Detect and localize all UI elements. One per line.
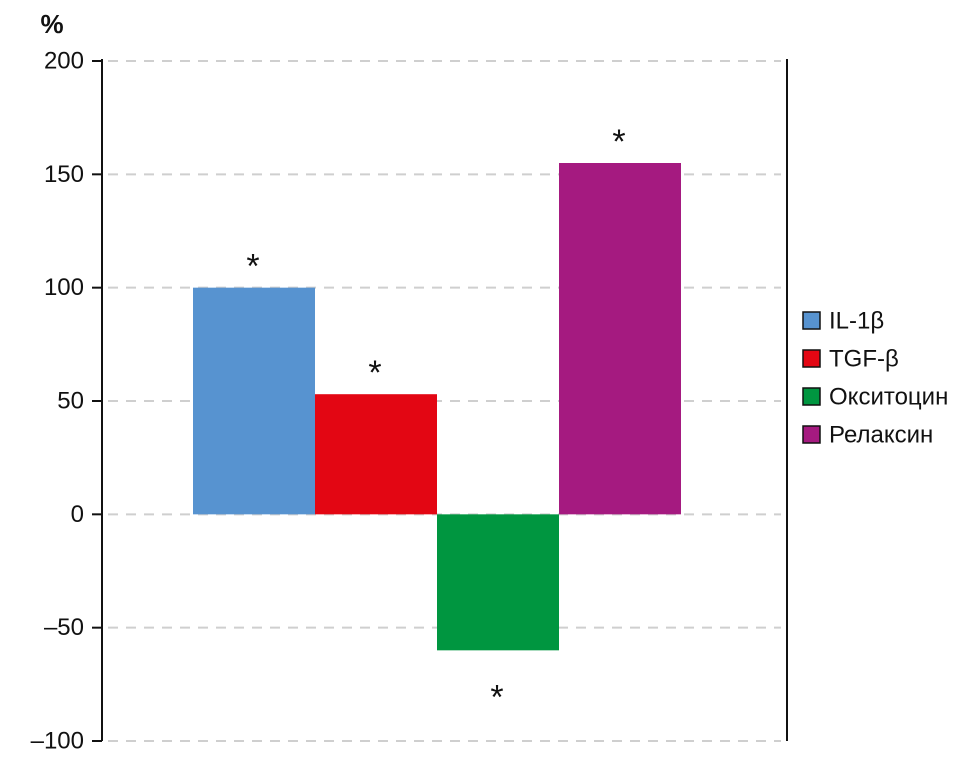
legend-label: TGF-β [829,346,899,373]
significance-marker: * [246,248,259,286]
bars-layer [193,163,681,651]
annotations-layer: * * * * [246,123,625,716]
significance-marker: * [490,678,503,716]
y-tick-label: –50 [44,614,84,641]
legend: IL-1β TGF-β Окситоцин Релаксин [802,308,948,449]
y-tick-label: 200 [44,48,84,75]
bar-4 [559,163,681,515]
y-axis-unit-label: % [40,9,63,39]
legend-label: Окситоцин [829,384,948,411]
y-tick-label: –100 [31,728,84,755]
y-tick-label: 0 [71,501,84,528]
legend-label: IL-1β [829,308,884,335]
bar-3 [437,514,559,651]
significance-marker: * [612,123,625,161]
legend-swatch [802,425,821,444]
bar-1 [193,287,315,515]
axes-layer: % 200 150 100 50 0 –50 –100 [31,9,788,755]
y-tick-label: 150 [44,161,84,188]
legend-label: Релаксин [829,422,933,449]
legend-swatch [802,387,821,406]
legend-swatch [802,311,821,330]
y-tick-label: 100 [44,274,84,301]
significance-marker: * [368,354,381,392]
y-tick-label: 50 [57,388,84,415]
legend-swatch [802,349,821,368]
bar-2 [315,394,437,515]
